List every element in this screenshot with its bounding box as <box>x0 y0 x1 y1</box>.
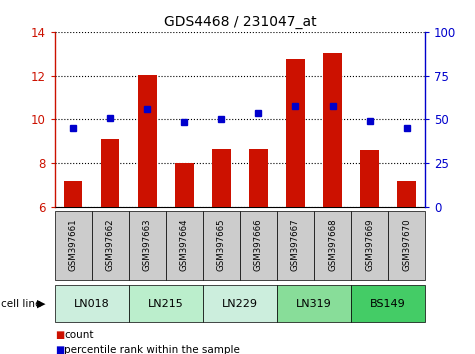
Text: GSM397666: GSM397666 <box>254 219 263 272</box>
Bar <box>203 211 240 280</box>
Text: GSM397668: GSM397668 <box>328 219 337 272</box>
Bar <box>351 211 388 280</box>
Bar <box>286 59 305 207</box>
Bar <box>175 163 194 207</box>
Text: GSM397664: GSM397664 <box>180 219 189 272</box>
Text: BS149: BS149 <box>370 298 406 309</box>
Bar <box>277 211 314 280</box>
Bar <box>55 285 129 322</box>
Bar <box>397 181 416 207</box>
Bar <box>166 211 203 280</box>
Text: GSM397670: GSM397670 <box>402 219 411 272</box>
Bar <box>277 285 351 322</box>
Title: GDS4468 / 231047_at: GDS4468 / 231047_at <box>163 16 316 29</box>
Bar <box>388 211 425 280</box>
Bar <box>240 211 277 280</box>
Text: GSM397663: GSM397663 <box>143 219 152 272</box>
Text: GSM397661: GSM397661 <box>69 219 77 272</box>
Text: cell line: cell line <box>1 298 41 309</box>
Bar <box>323 53 342 207</box>
Bar <box>101 139 120 207</box>
Text: ▶: ▶ <box>37 298 46 309</box>
Bar <box>249 149 267 207</box>
Bar <box>212 149 231 207</box>
Bar <box>55 211 92 280</box>
Text: GSM397665: GSM397665 <box>217 219 226 272</box>
Bar <box>92 211 129 280</box>
Text: LN215: LN215 <box>148 298 184 309</box>
Text: percentile rank within the sample: percentile rank within the sample <box>64 346 240 354</box>
Bar <box>361 150 379 207</box>
Text: GSM397667: GSM397667 <box>291 219 300 272</box>
Bar <box>351 285 425 322</box>
Text: ■: ■ <box>55 330 64 339</box>
Bar <box>203 285 277 322</box>
Text: LN319: LN319 <box>296 298 332 309</box>
Text: count: count <box>64 330 94 339</box>
Bar <box>138 75 157 207</box>
Bar <box>64 181 83 207</box>
Bar <box>129 285 203 322</box>
Bar <box>314 211 351 280</box>
Text: LN018: LN018 <box>74 298 110 309</box>
Text: GSM397669: GSM397669 <box>365 219 374 272</box>
Text: GSM397662: GSM397662 <box>106 219 114 272</box>
Text: LN229: LN229 <box>222 298 258 309</box>
Text: ■: ■ <box>55 346 64 354</box>
Bar <box>129 211 166 280</box>
